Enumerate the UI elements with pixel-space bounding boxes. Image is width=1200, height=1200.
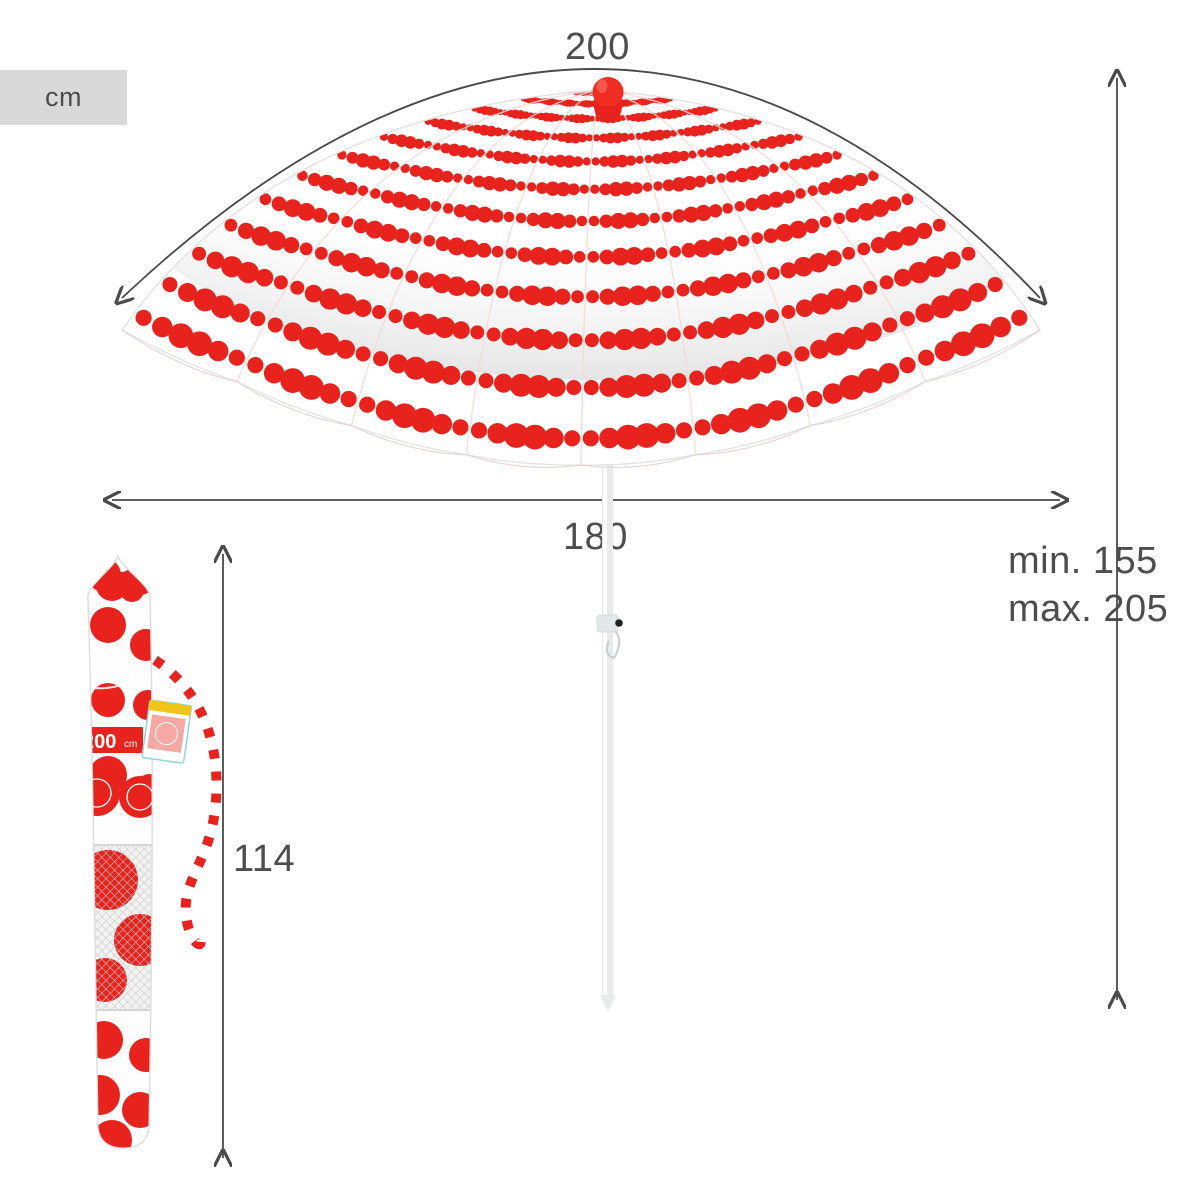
- svg-text:cm: cm: [124, 739, 137, 750]
- svg-text:aktive: aktive: [61, 636, 125, 664]
- svg-text:200: 200: [83, 731, 116, 753]
